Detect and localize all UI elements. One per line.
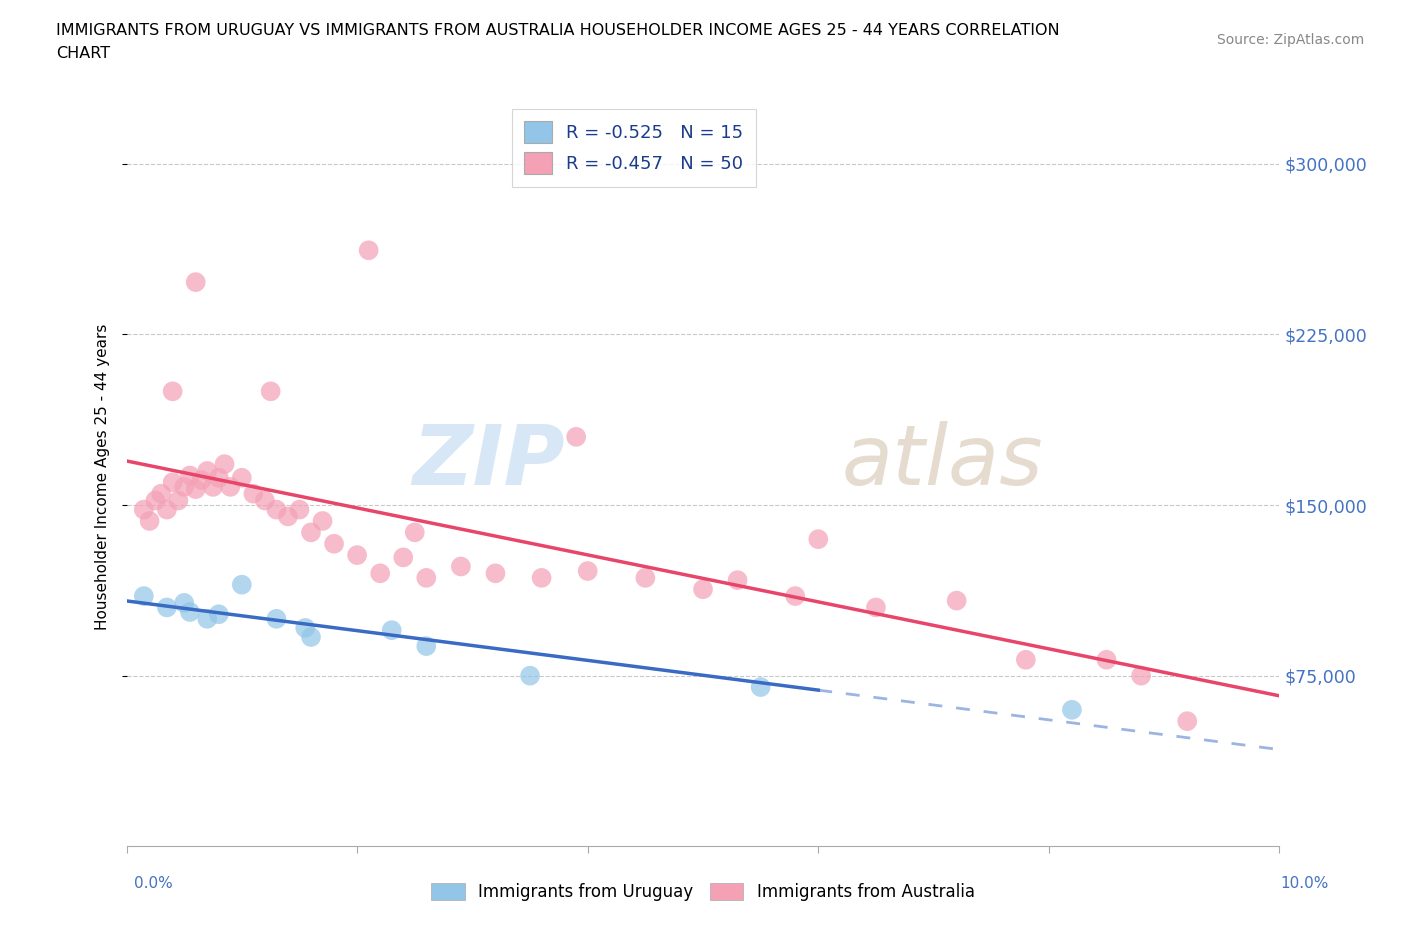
Point	[138, 513, 160, 528]
Point	[519, 669, 541, 684]
Point	[156, 600, 179, 615]
Point	[231, 471, 253, 485]
Point	[727, 573, 749, 588]
Point	[565, 430, 588, 445]
Text: Source: ZipAtlas.com: Source: ZipAtlas.com	[1216, 33, 1364, 46]
Point	[299, 630, 322, 644]
Point	[184, 274, 207, 289]
Point	[208, 606, 231, 621]
Point	[266, 502, 288, 517]
Point	[173, 595, 195, 610]
Point	[179, 604, 201, 619]
Text: 0.0%: 0.0%	[134, 876, 173, 891]
Point	[195, 463, 218, 478]
Y-axis label: Householder Income Ages 25 - 44 years: Householder Income Ages 25 - 44 years	[94, 324, 110, 630]
Point	[145, 493, 166, 508]
Point	[132, 502, 155, 517]
Point	[294, 620, 316, 635]
Point	[1095, 652, 1118, 667]
Point	[184, 482, 207, 497]
Point	[202, 480, 225, 495]
Text: IMMIGRANTS FROM URUGUAY VS IMMIGRANTS FROM AUSTRALIA HOUSEHOLDER INCOME AGES 25 : IMMIGRANTS FROM URUGUAY VS IMMIGRANTS FR…	[56, 23, 1060, 38]
Point	[1130, 669, 1153, 684]
Point	[190, 472, 212, 487]
Point	[381, 623, 404, 638]
Point	[749, 680, 772, 695]
Point	[150, 486, 173, 501]
Point	[634, 570, 657, 585]
Point	[231, 578, 253, 592]
Point	[219, 480, 242, 495]
Point	[288, 502, 311, 517]
Point	[214, 457, 236, 472]
Point	[392, 550, 415, 565]
Point	[415, 570, 437, 585]
Point	[1175, 713, 1198, 728]
Text: CHART: CHART	[56, 46, 110, 61]
Legend: R = -0.525   N = 15, R = -0.457   N = 50: R = -0.525 N = 15, R = -0.457 N = 50	[512, 109, 756, 187]
Text: ZIP: ZIP	[412, 421, 565, 502]
Legend: Immigrants from Uruguay, Immigrants from Australia: Immigrants from Uruguay, Immigrants from…	[425, 876, 981, 908]
Point	[785, 589, 807, 604]
Point	[242, 486, 264, 501]
Point	[162, 384, 184, 399]
Point	[162, 475, 184, 490]
Point	[484, 565, 506, 580]
Point	[132, 589, 155, 604]
Point	[277, 509, 299, 524]
Point	[692, 582, 714, 597]
Point	[173, 480, 195, 495]
Point	[415, 639, 437, 654]
Point	[576, 564, 599, 578]
Point	[368, 565, 391, 580]
Point	[266, 611, 288, 626]
Point	[404, 525, 426, 539]
Point	[167, 493, 190, 508]
Point	[945, 593, 967, 608]
Point	[253, 493, 276, 508]
Point	[311, 513, 333, 528]
Point	[530, 570, 553, 585]
Point	[299, 525, 322, 539]
Point	[195, 611, 218, 626]
Point	[1060, 702, 1083, 717]
Point	[807, 532, 830, 547]
Text: 10.0%: 10.0%	[1281, 876, 1329, 891]
Point	[346, 548, 368, 563]
Point	[1015, 652, 1038, 667]
Point	[323, 537, 346, 551]
Point	[865, 600, 887, 615]
Point	[179, 468, 201, 483]
Text: atlas: atlas	[841, 421, 1043, 502]
Point	[357, 243, 380, 258]
Point	[156, 502, 179, 517]
Point	[259, 384, 281, 399]
Point	[208, 471, 231, 485]
Point	[450, 559, 472, 574]
